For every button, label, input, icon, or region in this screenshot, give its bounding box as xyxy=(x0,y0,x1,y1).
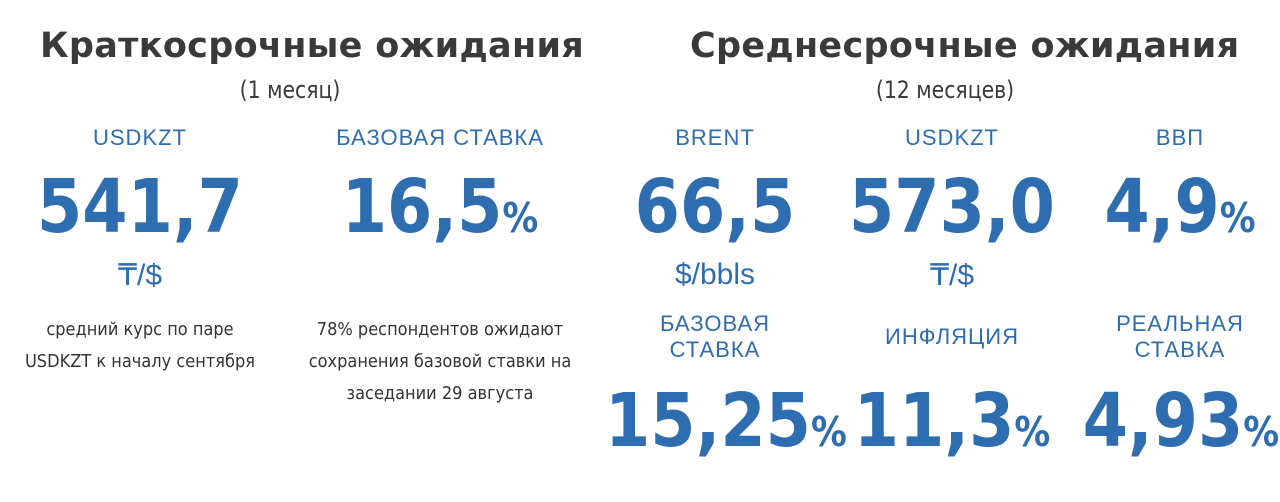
gdp-label: ВВП xyxy=(1155,125,1205,150)
percent-sign: % xyxy=(1014,408,1051,456)
note-line: заседании 29 августа xyxy=(346,383,534,404)
short-usdkzt-note: средний курс по паре USDKZT к началу сен… xyxy=(14,314,266,378)
real-rate-label: РЕАЛЬНАЯ СТАВКА xyxy=(1080,311,1280,363)
label-line: РЕАЛЬНАЯ xyxy=(1116,311,1244,336)
percent-sign: % xyxy=(810,408,847,456)
gdp-value: 4,9% xyxy=(1092,170,1268,244)
inflation-value: 11,3% xyxy=(846,384,1057,458)
short-usdkzt-unit: ₸/$ xyxy=(117,259,163,292)
percent-sign: % xyxy=(1219,194,1256,242)
real-rate-value: 4,93% xyxy=(1083,384,1280,458)
short-usdkzt-value: 541,7 xyxy=(36,164,243,250)
label-line: СТАВКА xyxy=(669,337,761,362)
inflation-label: ИНФЛЯЦИЯ xyxy=(885,324,1019,349)
value-number: 11,3 xyxy=(853,378,1015,464)
short-usdkzt-label: USDKZT xyxy=(93,125,187,150)
value-number: 15,25 xyxy=(605,378,811,464)
medium-usdkzt-label: USDKZT xyxy=(905,125,999,150)
note-line: сохранения базовой ставки на xyxy=(308,351,572,372)
medium-base-rate-value: 15,25% xyxy=(605,384,847,458)
label-line: БАЗОВАЯ xyxy=(659,311,771,336)
medium-base-rate-label: БАЗОВАЯ СТАВКА xyxy=(615,311,815,363)
brent-unit: $/bbls xyxy=(674,258,756,291)
percent-sign: % xyxy=(502,194,539,242)
short-base-rate-label: БАЗОВАЯ СТАВКА xyxy=(336,125,544,150)
medium-usdkzt-value: 573,0 xyxy=(848,164,1055,250)
short-base-rate-value: 16,5% xyxy=(317,170,563,244)
note-line: USDKZT к началу сентября xyxy=(24,351,256,372)
short-base-rate-note: 78% респондентов ожидают сохранения базо… xyxy=(301,314,580,410)
note-line: 78% респондентов ожидают xyxy=(316,319,564,340)
percent-sign: % xyxy=(1243,408,1280,456)
brent-label: BRENT xyxy=(675,125,755,150)
medium-term-title: Среднесрочные ожидания xyxy=(690,26,1240,66)
label-line: СТАВКА xyxy=(1134,337,1226,362)
value-number: 16,5 xyxy=(341,164,503,250)
value-number: 4,93 xyxy=(1082,378,1244,464)
note-line: средний курс по паре xyxy=(46,319,234,340)
short-term-title: Краткосрочные ожидания xyxy=(40,26,585,66)
brent-value: 66,5 xyxy=(634,164,796,250)
medium-usdkzt-unit: ₸/$ xyxy=(929,259,975,292)
medium-term-period: (12 месяцев) xyxy=(875,76,1015,104)
short-term-period: (1 месяц) xyxy=(239,76,341,104)
value-number: 4,9 xyxy=(1104,164,1220,250)
